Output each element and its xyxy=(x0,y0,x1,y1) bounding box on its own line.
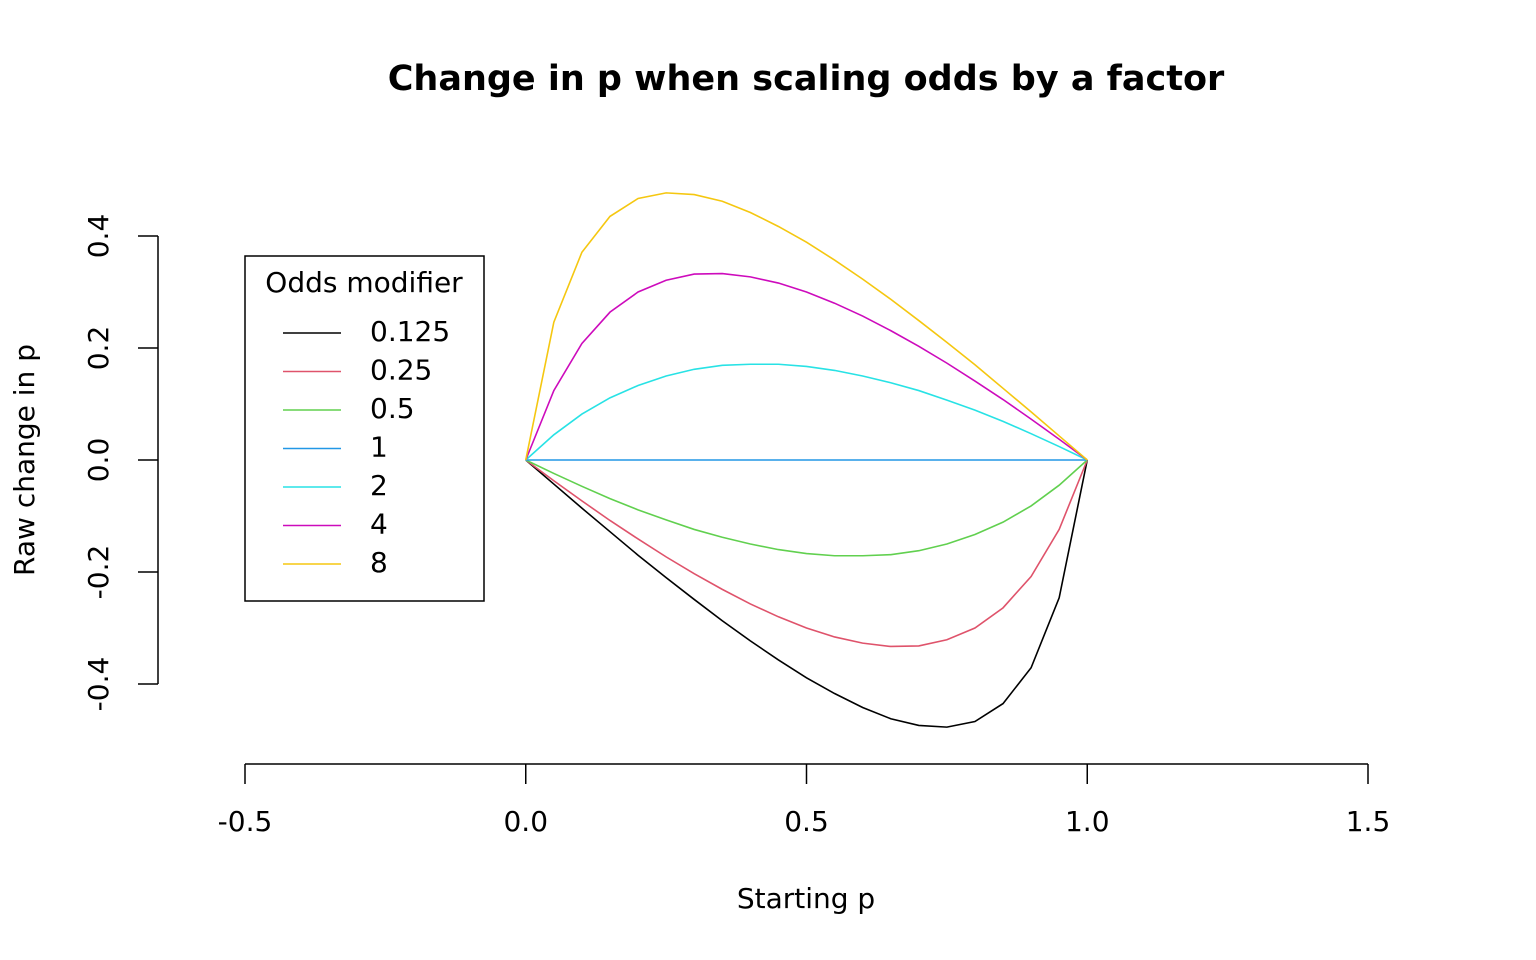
y-tick-label: 0.2 xyxy=(82,326,115,371)
x-tick-label: -0.5 xyxy=(218,805,273,838)
series-line xyxy=(525,363,1088,461)
legend-label: 0.125 xyxy=(370,315,450,348)
legend-label: 4 xyxy=(370,508,388,541)
legend-box xyxy=(244,255,485,602)
legend-label: 8 xyxy=(370,546,388,579)
x-axis-label: Starting p xyxy=(737,882,875,915)
y-tick-label: -0.4 xyxy=(82,657,115,712)
y-tick-label: 0.0 xyxy=(82,438,115,483)
series-line xyxy=(525,459,1088,648)
legend-label: 1 xyxy=(370,431,388,464)
y-tick-label: 0.4 xyxy=(82,214,115,259)
y-tick-label: -0.2 xyxy=(82,545,115,600)
legend-title: Odds modifier xyxy=(265,266,463,299)
y-axis-label: Raw change in p xyxy=(8,344,41,576)
legend-label: 2 xyxy=(370,469,388,502)
x-tick-label: 0.0 xyxy=(503,805,548,838)
x-tick-label: 1.5 xyxy=(1346,805,1391,838)
series-line xyxy=(525,272,1088,461)
legend-label: 0.5 xyxy=(370,392,415,425)
x-tick-label: 0.5 xyxy=(784,805,829,838)
x-tick-label: 1.0 xyxy=(1065,805,1110,838)
series-line xyxy=(525,459,1088,557)
legend-label: 0.25 xyxy=(370,354,432,387)
series-line xyxy=(525,459,1089,728)
chart-title: Change in p when scaling odds by a facto… xyxy=(388,59,1225,99)
series-line xyxy=(524,192,1088,461)
